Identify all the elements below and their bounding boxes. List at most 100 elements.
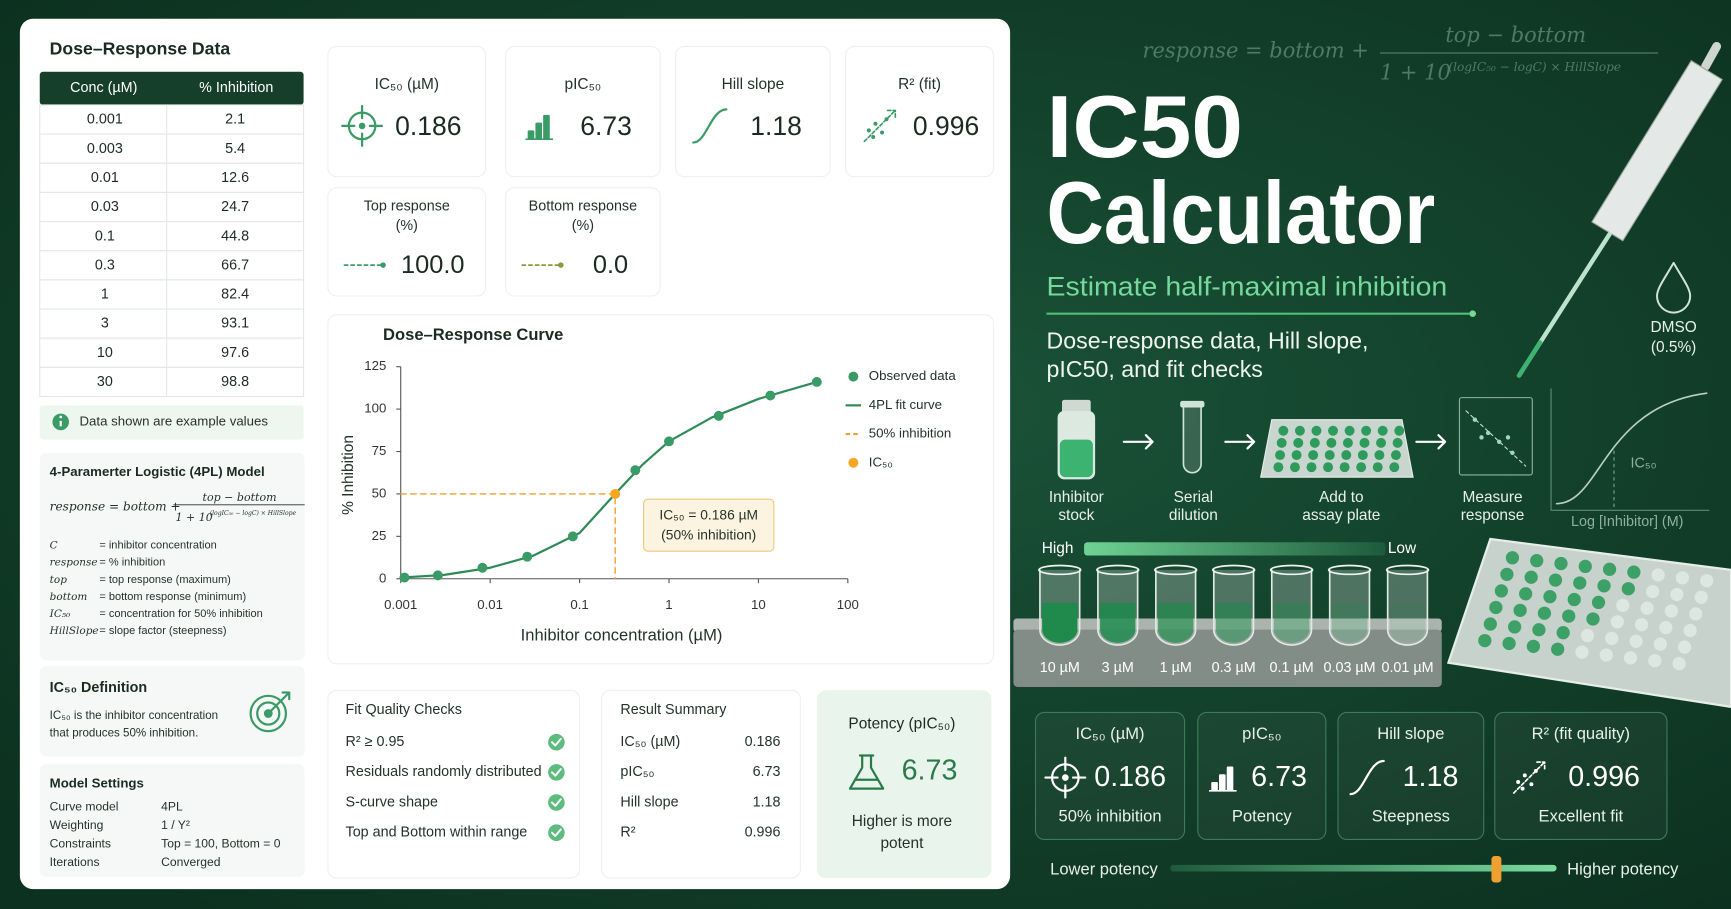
plate-well bbox=[1675, 571, 1690, 585]
legend-marker bbox=[848, 457, 859, 468]
icon-target bbox=[1062, 774, 1069, 781]
plate-well bbox=[1530, 554, 1544, 568]
plate-well bbox=[1689, 607, 1703, 621]
plate-well bbox=[1508, 620, 1522, 634]
plate-well bbox=[1672, 656, 1686, 671]
cell: 0.001 bbox=[87, 112, 123, 128]
plate-well bbox=[1678, 640, 1692, 654]
result-value: 0.186 bbox=[1094, 761, 1166, 793]
plate-well bbox=[1580, 628, 1595, 643]
tube-rim bbox=[1327, 564, 1372, 576]
icon-flask bbox=[848, 754, 885, 790]
plate-well bbox=[1326, 437, 1337, 448]
plate-well bbox=[1627, 565, 1641, 579]
plate-well bbox=[1597, 579, 1611, 593]
symbol: IC₅₀ bbox=[49, 608, 71, 620]
icon-scatter bbox=[1520, 786, 1525, 791]
plate-well bbox=[1339, 462, 1350, 473]
measure-dot bbox=[1472, 417, 1478, 422]
plate-well bbox=[1634, 618, 1649, 632]
check-icon bbox=[550, 768, 562, 777]
metric-label: R² (fit) bbox=[898, 76, 941, 93]
summary-key: Hill slope bbox=[620, 794, 678, 810]
plate-well bbox=[1328, 425, 1338, 436]
tube-rim bbox=[1153, 564, 1198, 576]
plate-well bbox=[1621, 582, 1635, 596]
plate-well bbox=[1483, 617, 1497, 631]
plate-well bbox=[1500, 567, 1514, 581]
setting-key: Weighting bbox=[50, 818, 104, 832]
plate-well bbox=[1605, 631, 1619, 646]
icon-target bbox=[256, 701, 281, 726]
tube-liquid bbox=[1100, 603, 1136, 643]
setting-key: Iterations bbox=[50, 855, 100, 869]
cell: 24.7 bbox=[221, 199, 249, 215]
tube-rim bbox=[1037, 564, 1082, 576]
plate-well bbox=[1376, 437, 1387, 448]
cell: 0.1 bbox=[95, 228, 115, 244]
arrow bbox=[1122, 434, 1154, 450]
tube-rim bbox=[1385, 564, 1430, 576]
tube-liquid bbox=[1158, 603, 1194, 643]
plate-well bbox=[1309, 437, 1320, 448]
metric-card bbox=[845, 45, 995, 178]
plate-well bbox=[1489, 600, 1503, 615]
drop-icon bbox=[1656, 261, 1692, 314]
reagent-label: DMSO bbox=[1650, 319, 1696, 336]
plate-well bbox=[1575, 645, 1589, 659]
plate-well bbox=[1374, 450, 1385, 461]
icon-bars bbox=[535, 122, 543, 140]
icon-curve bbox=[692, 108, 728, 144]
result-label: IC₅₀ (µM) bbox=[1076, 724, 1145, 743]
icon-target bbox=[1044, 756, 1087, 799]
setting-key: Constraints bbox=[50, 837, 111, 851]
vial bbox=[1062, 399, 1091, 414]
plate-well bbox=[1505, 551, 1520, 565]
definition-box bbox=[39, 666, 305, 757]
tube-label: 1 µM bbox=[1160, 660, 1192, 676]
check-icon bbox=[548, 824, 565, 841]
result-card bbox=[1034, 711, 1186, 840]
measure-dot bbox=[1485, 430, 1491, 436]
step-label: Inhibitor bbox=[1049, 489, 1104, 506]
tube-rim bbox=[1095, 564, 1140, 576]
setting-value: Converged bbox=[161, 855, 220, 869]
y-tick-label: 125 bbox=[364, 358, 386, 373]
plate-well bbox=[1308, 450, 1319, 461]
metric-value: 100.0 bbox=[401, 251, 464, 279]
symbol: bottom bbox=[50, 591, 88, 603]
metric-label: pIC₅₀ bbox=[565, 76, 602, 93]
definition: = bottom response (minimum) bbox=[99, 591, 246, 603]
summary-card bbox=[601, 689, 801, 879]
arrow bbox=[1415, 434, 1447, 450]
x-tick-label: 0.1 bbox=[570, 597, 588, 612]
data-point bbox=[477, 562, 488, 573]
tube-rim bbox=[1269, 564, 1314, 576]
plate-well bbox=[1273, 462, 1284, 473]
plate-well bbox=[1342, 437, 1353, 448]
data-point bbox=[765, 390, 776, 401]
check-icon bbox=[548, 794, 565, 811]
legend-label: 50% inhibition bbox=[869, 426, 951, 441]
step-label: dilution bbox=[1169, 507, 1218, 524]
tube bbox=[1386, 569, 1429, 646]
plate-well bbox=[1526, 639, 1541, 653]
metric-label: (%) bbox=[572, 218, 594, 234]
section-title: Dose–Response Data bbox=[50, 38, 231, 58]
icon-scatter bbox=[873, 121, 878, 126]
definition: = inhibitor concentration bbox=[99, 540, 216, 552]
metric-value: 1.18 bbox=[750, 111, 802, 141]
table-row bbox=[39, 133, 305, 164]
check-icon bbox=[550, 737, 562, 747]
table-row bbox=[39, 191, 305, 223]
icon-target bbox=[267, 691, 291, 715]
cell: 0.003 bbox=[87, 141, 123, 157]
data-point bbox=[567, 531, 578, 542]
data-point bbox=[713, 410, 724, 421]
plate-well bbox=[1694, 590, 1708, 604]
table-row bbox=[39, 279, 305, 310]
cell: 93.1 bbox=[221, 316, 249, 332]
tube-rack bbox=[1013, 629, 1442, 687]
